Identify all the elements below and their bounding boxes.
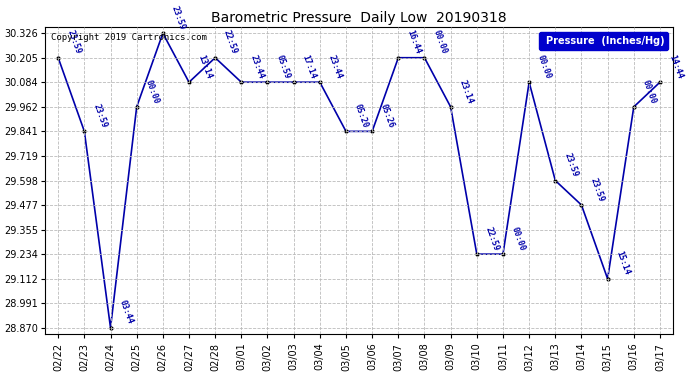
Text: 23:59: 23:59 [562, 152, 579, 178]
Text: 00:00: 00:00 [510, 225, 527, 252]
Text: 00:00: 00:00 [536, 54, 553, 80]
Text: 00:00: 00:00 [431, 29, 448, 56]
Legend: Pressure  (Inches/Hg): Pressure (Inches/Hg) [539, 32, 668, 50]
Text: 23:44: 23:44 [248, 54, 265, 80]
Text: 23:59: 23:59 [170, 4, 187, 31]
Text: 16:44: 16:44 [405, 29, 422, 56]
Title: Barometric Pressure  Daily Low  20190318: Barometric Pressure Daily Low 20190318 [211, 11, 507, 25]
Text: 23:59: 23:59 [589, 176, 605, 203]
Text: 23:59: 23:59 [91, 103, 108, 129]
Text: 00:00: 00:00 [641, 78, 658, 105]
Text: 15:14: 15:14 [615, 250, 631, 277]
Text: 23:44: 23:44 [327, 54, 344, 80]
Text: 03:44: 03:44 [117, 299, 135, 326]
Text: 22:59: 22:59 [484, 225, 501, 252]
Text: 17:14: 17:14 [301, 54, 317, 80]
Text: 13:14: 13:14 [196, 54, 213, 80]
Text: 23:59: 23:59 [65, 29, 82, 56]
Text: 05:20: 05:20 [353, 103, 370, 129]
Text: Copyright 2019 Cartronics.com: Copyright 2019 Cartronics.com [51, 33, 207, 42]
Text: 22:59: 22:59 [222, 29, 239, 56]
Text: 05:26: 05:26 [379, 103, 396, 129]
Text: 05:59: 05:59 [275, 54, 291, 80]
Text: 23:14: 23:14 [457, 78, 475, 105]
Text: 00:00: 00:00 [144, 78, 161, 105]
Text: 14:44: 14:44 [667, 54, 684, 80]
